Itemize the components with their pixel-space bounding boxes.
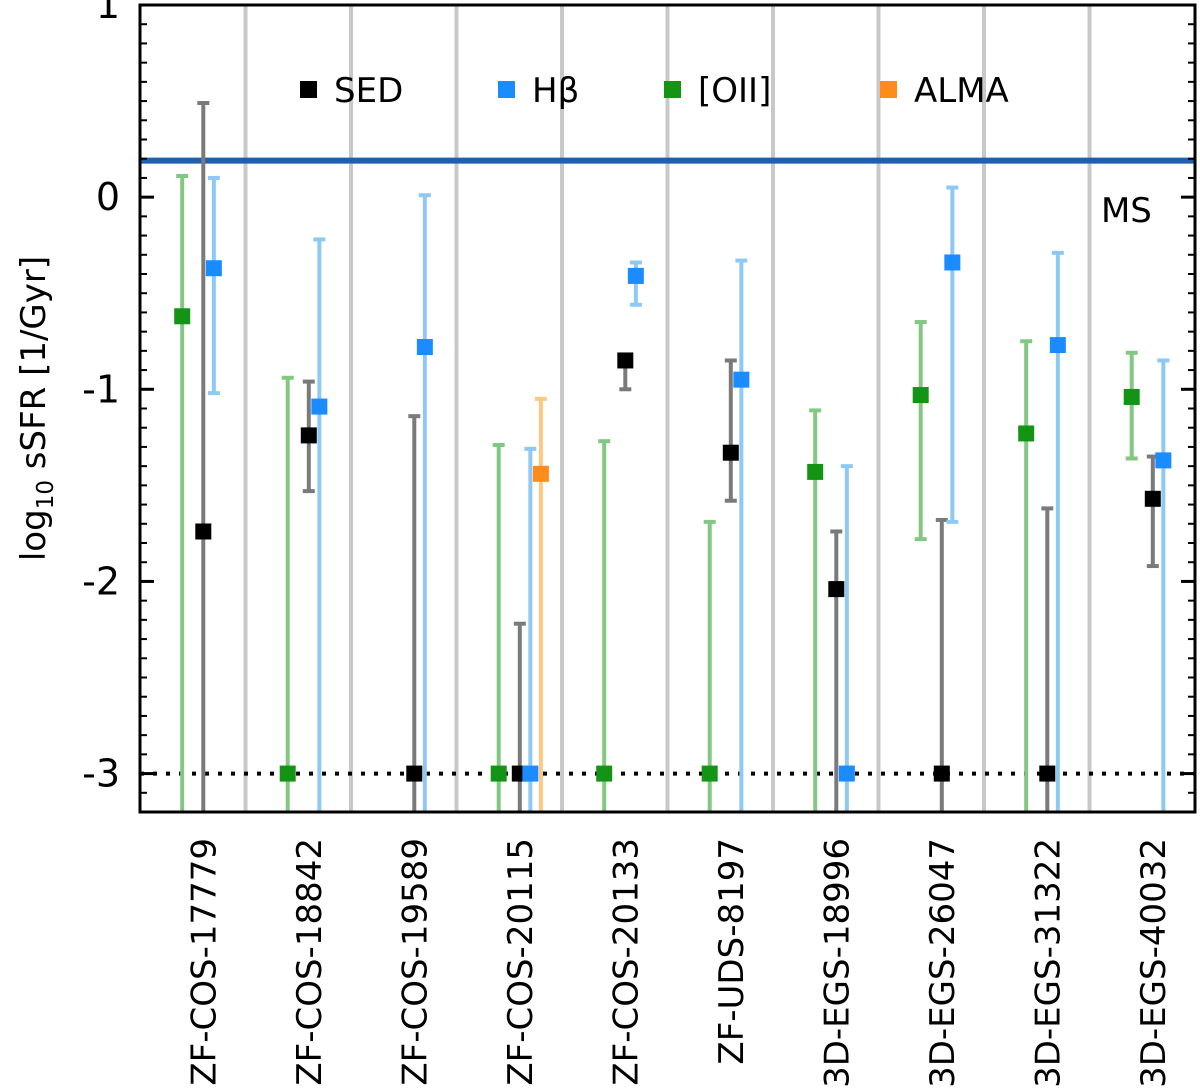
sed-point <box>722 444 739 461</box>
x-tick-label: 3D-EGS-40032 <box>1134 838 1174 1088</box>
x-tick-label: 3D-EGS-26047 <box>923 838 963 1088</box>
legend-label-sed: SED <box>334 71 403 111</box>
legend-swatch-alma <box>880 81 897 98</box>
legend-label-oii: [OII] <box>698 71 771 111</box>
x-tick-label: ZF-COS-20133 <box>606 838 646 1086</box>
h-point <box>1155 452 1172 469</box>
oii-point <box>279 765 296 782</box>
y-tick-label: 1 <box>96 0 120 27</box>
sed-point <box>1144 490 1161 507</box>
h-point <box>838 765 855 782</box>
legend-label-h: Hβ <box>532 71 579 111</box>
sed-point <box>1039 765 1056 782</box>
h-point <box>522 765 539 782</box>
oii-point <box>596 765 613 782</box>
sed-point <box>828 581 845 598</box>
y-axis-label-rest: sSFR [1/Gyr] <box>14 256 54 480</box>
y-axis: 1 0 -1 -2 -3 <box>82 0 1195 796</box>
data-marks <box>174 100 1172 812</box>
oii-point <box>490 765 507 782</box>
main-sequence-label: MS <box>1101 191 1152 231</box>
y-tick-label: -3 <box>82 752 120 796</box>
y-axis-label-subscript: 10 <box>33 480 59 509</box>
y-tick-label: -1 <box>82 367 120 411</box>
x-tick-label: 3D-EGS-31322 <box>1028 838 1068 1088</box>
y-tick-label: 0 <box>96 175 120 219</box>
h-point <box>944 254 961 271</box>
y-tick-label: -2 <box>82 559 120 603</box>
sed-point <box>300 427 317 444</box>
sed-point <box>933 765 950 782</box>
legend-swatch-oii <box>664 81 681 98</box>
x-tick-label: ZF-COS-17779 <box>184 838 224 1086</box>
alma-point <box>532 465 549 482</box>
legend-swatch-sed <box>300 81 317 98</box>
sed-point <box>195 523 212 540</box>
legend-swatch-h <box>498 81 515 98</box>
h-point <box>733 371 750 388</box>
sed-point <box>406 765 423 782</box>
oii-point <box>1123 388 1140 405</box>
h-point <box>205 260 222 277</box>
oii-point <box>1018 425 1035 442</box>
oii-point <box>807 463 824 480</box>
main-sequence-line-group: MS <box>140 157 1195 231</box>
h-point <box>416 339 433 356</box>
x-tick-label: ZF-COS-19589 <box>395 838 435 1086</box>
legend-label-alma: ALMA <box>914 71 1009 111</box>
x-axis: ZF-COS-17779 ZF-COS-18842 ZF-COS-19589 ZF-C… <box>184 838 1174 1088</box>
oii-point <box>701 765 718 782</box>
oii-point <box>174 308 191 325</box>
oii-point <box>912 387 929 404</box>
y-axis-label-main: log <box>14 509 54 561</box>
h-point <box>627 267 644 284</box>
h-point <box>1049 337 1066 354</box>
legend: SED Hβ [OII] ALMA <box>300 71 1009 111</box>
h-point <box>311 398 328 415</box>
category-separators <box>243 5 1092 812</box>
x-tick-label: 3D-EGS-18996 <box>817 838 857 1088</box>
sed-point <box>617 352 634 369</box>
y-axis-label: log10 sSFR [1/Gyr] <box>14 256 59 561</box>
x-tick-label: ZF-COS-20115 <box>501 838 541 1086</box>
x-tick-label: ZF-UDS-8197 <box>712 838 752 1065</box>
x-tick-label: ZF-COS-18842 <box>290 838 330 1086</box>
